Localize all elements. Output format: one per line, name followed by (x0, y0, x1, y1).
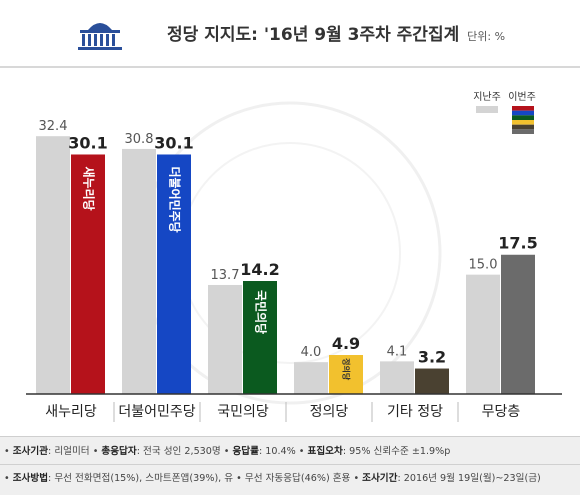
bar-this-week (501, 254, 535, 394)
sampling-error-key: 표집오차 (307, 446, 343, 457)
bar-this-week (329, 355, 363, 394)
data-label-this: 30.1 (154, 133, 193, 152)
survey-info-line-1: • 조사기관: 리얼미터 • 총응답자: 전국 성인 2,530명 • 응답률:… (4, 446, 451, 457)
sampling-error: 95% 신뢰수준 ±1.9%p (349, 446, 451, 457)
data-label-this: 14.2 (240, 260, 279, 279)
data-label-this: 4.9 (332, 334, 360, 353)
response-rate-key: 응답률 (232, 446, 259, 457)
bar-prev-week (466, 274, 500, 394)
data-label-prev: 4.1 (387, 344, 408, 359)
respondents-key: 총응답자 (101, 446, 137, 457)
bar-this-week (243, 281, 277, 394)
footer-divider (0, 464, 580, 465)
category-label: 새누리당 (45, 404, 97, 420)
data-label-prev: 32.4 (39, 119, 68, 134)
data-label-prev: 15.0 (469, 258, 498, 273)
category-label: 무당층 (482, 404, 521, 420)
bar-party-label: 국민의당 (254, 290, 269, 334)
header: 정당 지지도: '16년 9월 3주차 주간집계 단위: % (0, 0, 580, 66)
legend-swatch-this (512, 124, 534, 130)
bar-this-week (71, 154, 105, 394)
legend-label-prev: 지난주 (473, 91, 501, 103)
survey-org: 리얼미터 (54, 446, 90, 457)
legend-label-this: 이번주 (508, 91, 536, 103)
category-label: 기타 정당 (387, 404, 443, 420)
category-label: 국민의당 (217, 404, 269, 420)
bar-party-label: 정의당 (342, 358, 352, 381)
bar-this-week (157, 154, 191, 394)
header-divider (0, 66, 580, 68)
bar-prev-week (36, 136, 70, 394)
category-label: 정의당 (310, 404, 349, 420)
bar-prev-week (122, 148, 156, 394)
data-label-this: 17.5 (498, 234, 537, 253)
legend-swatch-this (512, 120, 534, 125)
survey-period-key: 조사기간 (362, 473, 398, 484)
legend-swatch-this (512, 106, 534, 111)
response-rate: 10.4% (265, 446, 296, 457)
survey-period: 2016년 9월 19일(월)~23일(금) (403, 473, 541, 484)
survey-method-key: 조사방법 (12, 473, 49, 484)
data-label-this: 30.1 (68, 133, 107, 152)
bar-prev-week (208, 284, 242, 394)
respondents: 전국 성인 2,530명 (143, 446, 221, 457)
survey-info: • 조사기관: 리얼미터 • 총응답자: 전국 성인 2,530명 • 응답률:… (0, 436, 580, 495)
legend-swatch-prev (476, 106, 498, 113)
legend-swatch-this (512, 110, 534, 116)
survey-org-key: 조사기관 (12, 446, 49, 457)
title-text: 정당 지지도: '16년 9월 3주차 주간집계 (167, 25, 460, 45)
legend-swatch-this (512, 129, 534, 134)
legend-swatch-this (512, 115, 534, 120)
page-title: 정당 지지도: '16년 9월 3주차 주간집계 단위: % (167, 20, 505, 45)
data-label-prev: 30.8 (125, 132, 154, 147)
survey-method: 무선 전화면접(15%), 스마트폰앱(39%), 유 • 무선 자동응답(46… (54, 473, 351, 484)
survey-info-line-2: • 조사방법: 무선 전화면접(15%), 스마트폰앱(39%), 유 • 무선… (4, 473, 541, 484)
data-label-this: 3.2 (418, 348, 446, 367)
category-label: 더불어민주당 (118, 404, 195, 420)
national-assembly-icon (78, 23, 122, 50)
data-label-prev: 13.7 (211, 268, 240, 283)
bar-party-label: 새누리당 (82, 166, 97, 210)
bar-this-week (415, 368, 449, 394)
bar-prev-week (294, 362, 328, 394)
data-label-prev: 4.0 (301, 345, 322, 360)
bar-prev-week (380, 361, 414, 394)
bar-party-label: 더불어민주당 (168, 166, 183, 232)
unit-label: 단위: % (467, 30, 506, 43)
